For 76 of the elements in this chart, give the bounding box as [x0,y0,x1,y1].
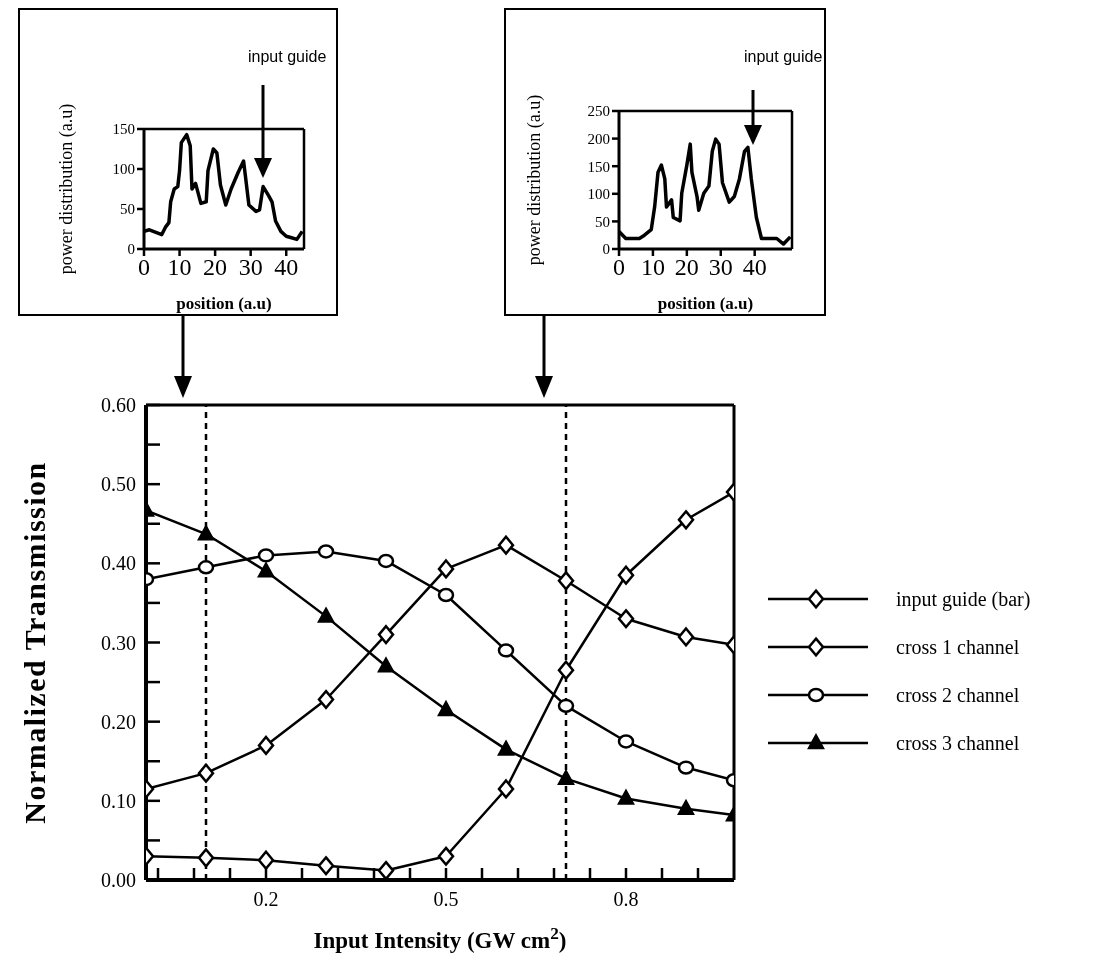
point [677,799,695,816]
y-axis-title: power distribution (a.u) [56,103,78,275]
point [377,624,395,645]
y-tick-label: 200 [587,130,610,147]
point [677,760,695,775]
point [557,769,575,786]
point [677,510,695,530]
point [317,689,335,710]
legend-label: cross 1 channel [896,635,1020,659]
point [257,562,275,578]
text: input guide [744,48,823,66]
point [497,779,515,799]
y-tick-label: 50 [595,213,610,230]
point [317,544,335,559]
x-tick-label: 0.8 [613,888,639,910]
y-tick-label: 0.10 [101,789,136,812]
y-tick-label: 150 [587,158,610,175]
legend-label: input guide (bar) [896,587,1031,611]
x-axis-title: position (a.u) [176,294,272,313]
legend-label: cross 2 channel [896,683,1020,707]
point [197,763,215,783]
point [617,565,635,585]
point [317,856,335,876]
point [557,660,575,680]
x-tick-label: 40 [274,254,299,281]
y-tick-label: 150 [112,121,135,138]
y-tick-label: 0.40 [101,552,136,575]
point [197,848,215,868]
y-axis-title: Normalized Transmission [17,461,51,824]
y-tick-label: 0 [602,241,610,258]
x-tick-label: 40 [742,254,767,281]
point [257,735,275,756]
point [617,609,635,629]
point [257,850,275,870]
y-tick-label: 250 [587,103,610,120]
y-tick-label: 100 [112,161,135,178]
point [437,700,455,717]
x-tick-label: 10 [167,254,192,281]
y-tick-label: 0.50 [101,473,136,496]
y-tick-label: 0 [127,241,135,258]
x-axis-title: Input Intensity (GW cm$^{2}$) [313,923,567,953]
point [377,553,395,569]
point [437,587,455,603]
y-tick-label: 0.30 [101,631,136,654]
x-tick-label: 30 [238,254,263,281]
point [617,734,635,749]
y-tick-label: 0.20 [101,710,136,733]
point [317,607,335,623]
point [617,789,635,805]
point [197,524,215,541]
point [557,571,575,591]
x-tick-label: 30 [708,254,733,281]
y-tick-label: 0.00 [101,869,136,891]
x-tick-label: 0.5 [433,888,459,910]
y-tick-label: 0.60 [101,394,136,416]
point [497,740,515,756]
x-axis-title: position (a.u) [657,294,754,313]
y-tick-label: 50 [120,201,135,218]
x-tick-label: 20 [674,254,699,281]
legend-label: cross 3 channel [896,731,1020,755]
point [437,846,455,866]
y-tick-label: 100 [587,186,610,203]
point [197,560,215,575]
point [257,548,275,563]
point [377,860,395,880]
x-tick-label: 20 [203,254,228,281]
point [377,657,395,673]
y-axis-title: power distribution (a.u) [524,94,546,266]
point [557,698,575,714]
text: input guide [248,48,327,66]
point [497,643,515,658]
x-tick-label: 10 [640,254,665,281]
point [437,559,455,579]
x-tick-label: 0.2 [253,888,279,910]
point [677,627,695,647]
point [497,535,515,555]
